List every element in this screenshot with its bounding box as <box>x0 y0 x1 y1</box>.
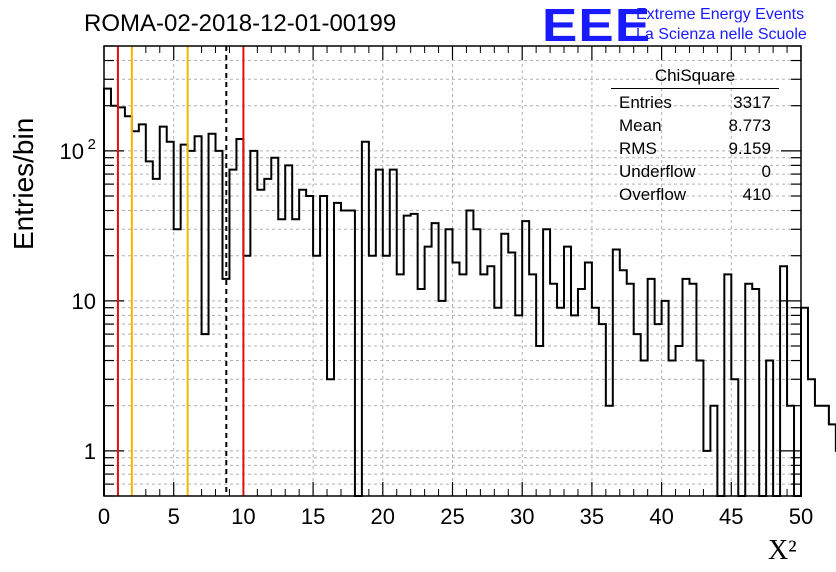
eee-logo: EEE <box>542 0 652 51</box>
stats-row-mean: Mean 8.773 <box>611 114 779 137</box>
stats-value: 410 <box>742 185 771 204</box>
plot-frame <box>103 45 802 497</box>
x-tick-label: 25 <box>440 504 464 529</box>
stats-row-rms: RMS 9.159 <box>611 137 779 160</box>
y-tick-label: 10 <box>60 139 84 164</box>
stats-value: 0 <box>761 162 771 181</box>
x-tick-label: 40 <box>649 504 673 529</box>
x-axis-label: X² <box>768 535 797 566</box>
x-tick-label: 15 <box>301 504 325 529</box>
x-tick-label: 10 <box>231 504 255 529</box>
axis-ticks <box>103 45 802 497</box>
stats-label: RMS <box>619 139 657 158</box>
stats-box: ChiSquare Entries 3317 Mean 8.773 RMS 9.… <box>611 66 779 206</box>
y-tick-label: 10 <box>72 289 96 314</box>
logo-line-1: Extreme Energy Events <box>636 6 805 23</box>
x-tick-label: 30 <box>510 504 534 529</box>
stats-row-overflow: Overflow 410 <box>611 183 779 206</box>
stats-value: 3317 <box>733 93 771 112</box>
x-tick-label: 20 <box>371 504 395 529</box>
stats-value: 8.773 <box>728 116 771 135</box>
stats-value: 9.159 <box>728 139 771 158</box>
x-tick-label: 35 <box>580 504 604 529</box>
stats-name: ChiSquare <box>611 66 779 89</box>
x-tick-label: 0 <box>98 504 110 529</box>
x-tick-labels: 0 5 10 15 20 25 30 35 40 45 50 <box>98 504 813 529</box>
histogram-title: ROMA-02-2018-12-01-00199 <box>84 10 397 37</box>
x-tick-label: 5 <box>168 504 180 529</box>
stats-label: Underflow <box>619 162 696 181</box>
x-tick-label: 45 <box>719 504 743 529</box>
x-tick-label: 50 <box>789 504 813 529</box>
y-tick-exponent: 2 <box>88 136 96 153</box>
y-tick-label: 1 <box>84 439 96 464</box>
logo-line-2: La Scienza nelle Scuole <box>636 26 807 43</box>
y-axis-label: Entries/bin <box>8 117 39 250</box>
stats-label: Overflow <box>619 185 687 204</box>
marker-lines <box>116 46 245 496</box>
stats-row-underflow: Underflow 0 <box>611 160 779 183</box>
histogram-outline <box>103 87 836 497</box>
stats-label: Entries <box>619 93 672 112</box>
stats-label: Mean <box>619 116 662 135</box>
stats-row-entries: Entries 3317 <box>611 91 779 114</box>
histogram <box>103 87 836 497</box>
